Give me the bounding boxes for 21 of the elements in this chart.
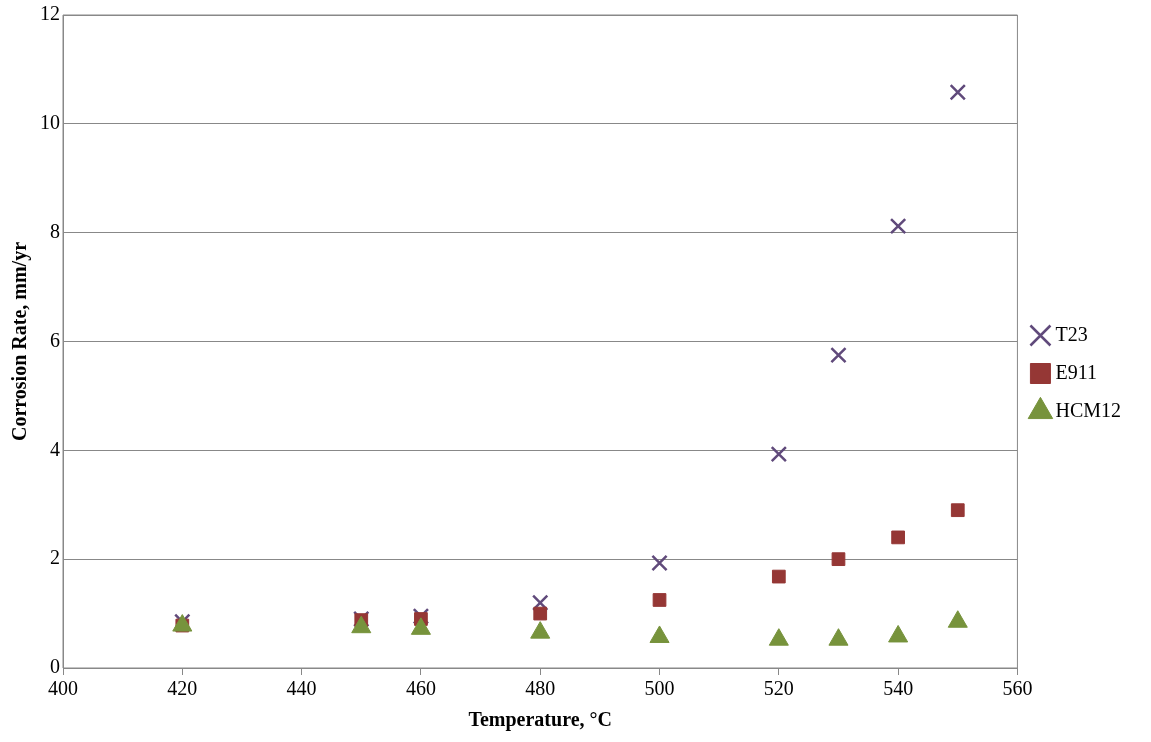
legend-label: T23	[1055, 322, 1088, 345]
x-tick-label: 480	[525, 677, 556, 700]
x-tick-label: 520	[763, 677, 794, 700]
x-tick-label: 540	[883, 677, 914, 700]
y-tick-label: 0	[50, 655, 60, 678]
x-tick-label: 440	[286, 677, 317, 700]
x-tick-label: 400	[48, 677, 78, 700]
x-tick-label: 460	[405, 677, 436, 700]
y-tick-label: 2	[50, 546, 60, 569]
x-tick-label: 420	[167, 677, 198, 700]
y-tick-label: 6	[50, 328, 60, 351]
y-tick-label: 10	[40, 111, 60, 134]
x-tick-label: 560	[1002, 677, 1033, 700]
y-tick-label: 4	[50, 437, 60, 460]
x-tick-label: 500	[644, 677, 675, 700]
x-axis-title: Temperature, °C	[468, 708, 612, 732]
legend-label: HCM12	[1055, 398, 1122, 421]
legend-label: E911	[1055, 360, 1097, 383]
y-tick-label: 8	[50, 219, 60, 242]
y-tick-label: 12	[40, 2, 60, 25]
y-axis-title: Corrosion Rate, mm/yr	[8, 241, 32, 442]
